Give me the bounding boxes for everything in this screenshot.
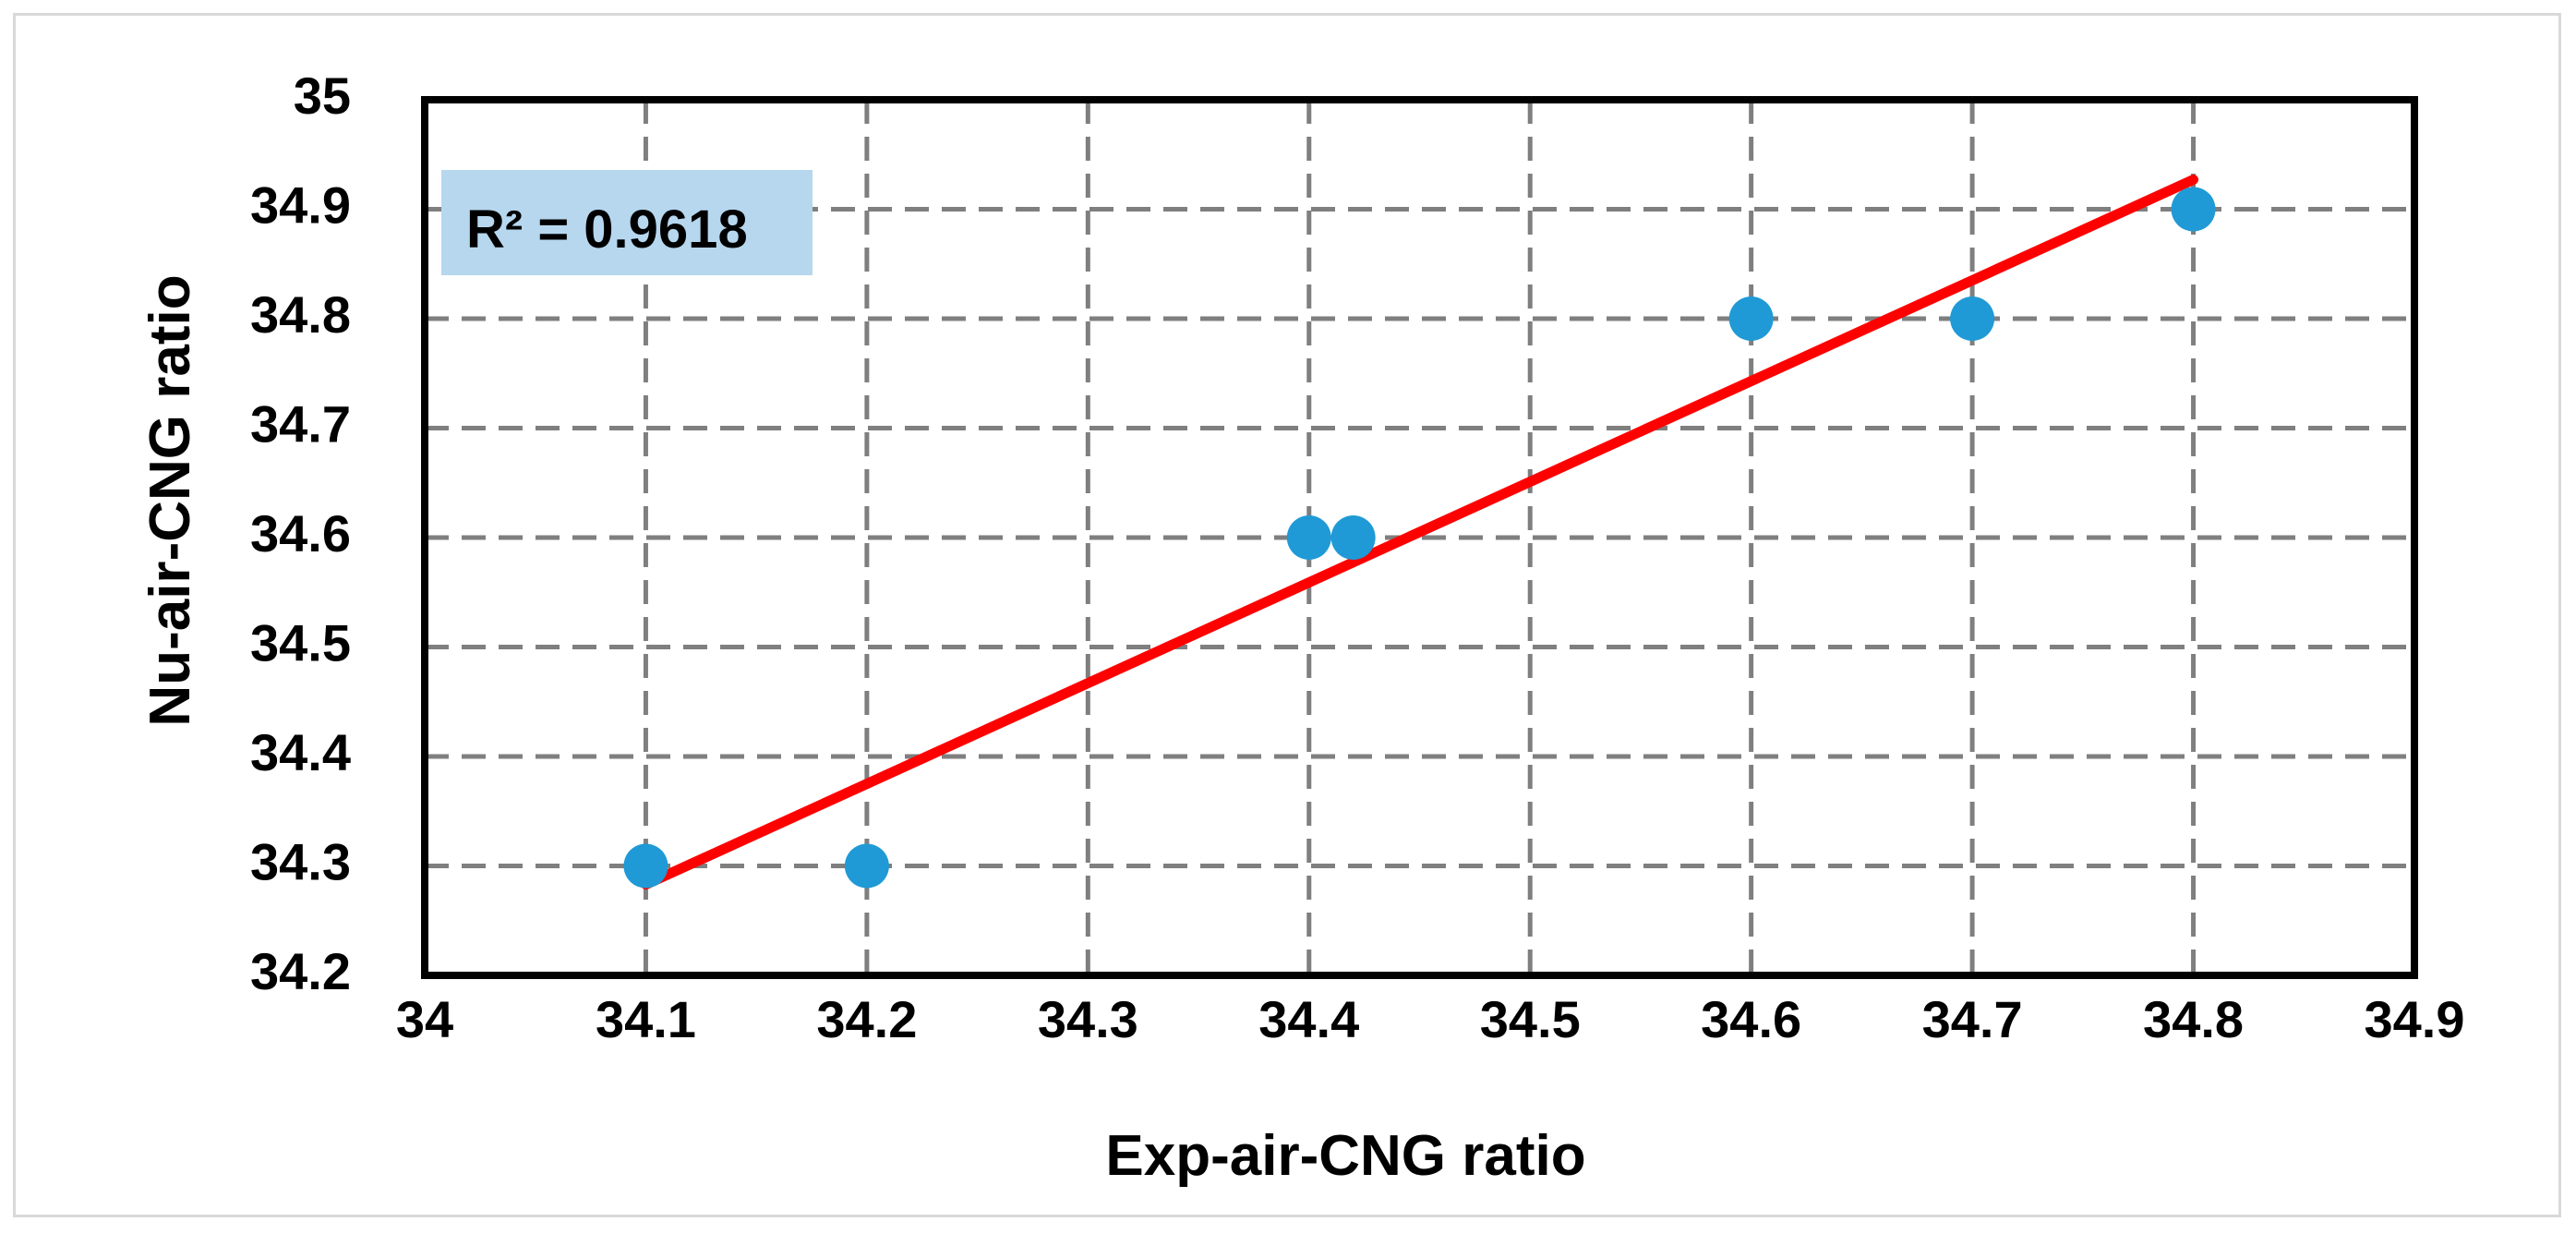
data-point bbox=[1286, 515, 1331, 560]
trendline-layer bbox=[640, 175, 2199, 890]
r-squared-label: R² = 0.9618 bbox=[466, 200, 748, 260]
data-point bbox=[623, 843, 668, 889]
data-point bbox=[1728, 296, 1774, 341]
x-tick-label: 34.9 bbox=[2365, 990, 2465, 1048]
y-tick-label: 34.5 bbox=[250, 613, 351, 671]
x-tick-label: 34.4 bbox=[1258, 990, 1359, 1048]
data-point bbox=[1330, 515, 1376, 560]
data-point bbox=[2171, 187, 2216, 232]
y-tick-label: 34.2 bbox=[250, 942, 351, 1000]
x-tick-label: 34.7 bbox=[1922, 990, 2023, 1048]
x-tick-label: 34.2 bbox=[816, 990, 917, 1048]
y-tick-label: 34.7 bbox=[250, 394, 351, 453]
y-axis-title: Nu-air-CNG ratio bbox=[138, 274, 202, 726]
x-tick-label: 34.5 bbox=[1480, 990, 1581, 1048]
x-tick-label: 34.6 bbox=[1701, 990, 1801, 1048]
y-tick-label: 34.3 bbox=[250, 832, 351, 890]
y-tick-label: 34.8 bbox=[250, 285, 351, 344]
x-tick-label: 34.1 bbox=[596, 990, 696, 1048]
r-squared-annotation: R² = 0.9618 bbox=[441, 170, 813, 275]
plot-area-border bbox=[421, 96, 2418, 979]
x-tick-label: 34 bbox=[396, 990, 453, 1048]
data-points bbox=[623, 187, 2216, 889]
y-tick-label: 34.9 bbox=[250, 175, 351, 234]
trendline bbox=[640, 175, 2199, 890]
r-squared-box bbox=[441, 170, 813, 275]
x-tick-label: 34.3 bbox=[1038, 990, 1138, 1048]
y-tick-label: 34.6 bbox=[250, 504, 351, 563]
y-tick-label: 34.4 bbox=[250, 723, 351, 781]
y-tick-label: 35 bbox=[294, 67, 351, 125]
y-tick-labels: 34.2 34.3 34.4 34.5 34.6 34.7 34.8 34.9 35 bbox=[250, 67, 351, 1000]
data-point bbox=[1950, 296, 1995, 341]
x-axis-title: Exp-air-CNG ratio bbox=[1105, 1124, 1585, 1188]
data-point bbox=[844, 843, 889, 889]
x-tick-label: 34.8 bbox=[2143, 990, 2244, 1048]
chart-frame bbox=[13, 13, 2561, 1217]
x-tick-labels: 34 34.1 34.2 34.3 34.4 34.5 34.6 34.7 34.8 34.9 bbox=[396, 990, 2465, 1048]
